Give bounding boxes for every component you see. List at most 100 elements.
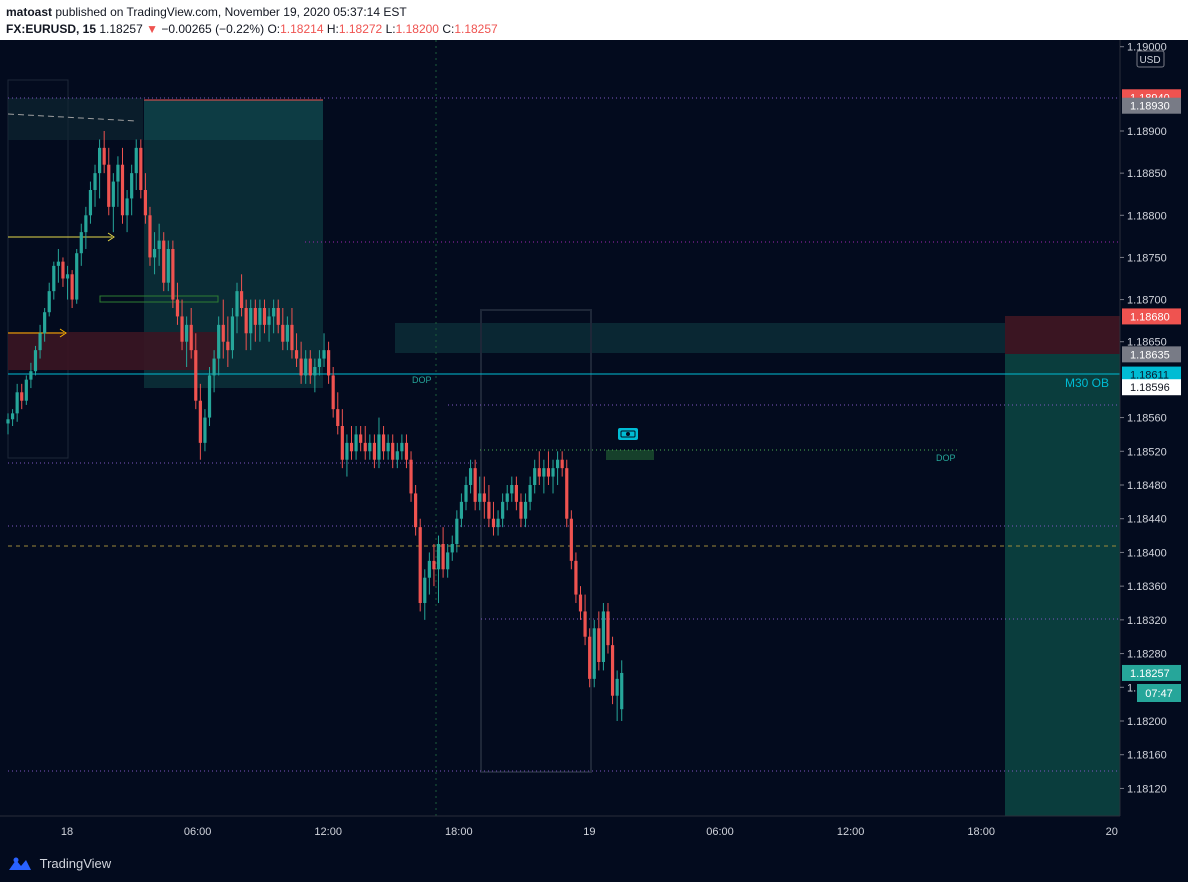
candle[interactable] xyxy=(198,383,202,460)
author-name[interactable]: matoast xyxy=(6,5,53,19)
candle[interactable] xyxy=(130,164,134,216)
candle[interactable] xyxy=(519,493,523,528)
candle[interactable] xyxy=(212,350,216,393)
candle[interactable] xyxy=(207,367,212,426)
candle[interactable] xyxy=(299,341,303,384)
m30-zone-band[interactable] xyxy=(395,323,1005,353)
candle[interactable] xyxy=(258,299,262,342)
candle[interactable] xyxy=(363,426,367,460)
small-green-box[interactable] xyxy=(99,295,219,303)
candle[interactable] xyxy=(239,274,244,317)
candle[interactable] xyxy=(455,510,459,553)
candle[interactable] xyxy=(391,434,395,469)
candle[interactable] xyxy=(359,426,363,452)
chart-area[interactable]: DOP DOP M30 OB 1.19000 1.18900 1.18850 1.18… xyxy=(0,40,1188,848)
candle[interactable] xyxy=(116,156,120,207)
candle[interactable] xyxy=(395,442,399,469)
candle[interactable] xyxy=(327,341,331,384)
order-block-zone-1-top[interactable] xyxy=(144,100,323,140)
candle[interactable] xyxy=(317,350,322,376)
tradingview-logo[interactable]: TradingView xyxy=(8,855,111,871)
candle[interactable] xyxy=(249,299,253,351)
candle[interactable] xyxy=(139,139,143,199)
candle[interactable] xyxy=(409,451,413,502)
candle[interactable] xyxy=(230,308,235,359)
candle[interactable] xyxy=(221,299,225,359)
dop-box[interactable] xyxy=(606,450,654,460)
candle[interactable] xyxy=(432,544,436,587)
candle[interactable] xyxy=(267,308,271,342)
candle[interactable] xyxy=(125,190,129,233)
range-box-middle[interactable] xyxy=(480,309,592,773)
candle[interactable] xyxy=(537,451,541,485)
candle[interactable] xyxy=(56,249,60,283)
candle[interactable] xyxy=(565,459,569,528)
candle[interactable] xyxy=(592,619,596,688)
candle[interactable] xyxy=(185,316,189,367)
candle[interactable] xyxy=(313,358,317,393)
candle[interactable] xyxy=(368,434,372,460)
candle[interactable] xyxy=(606,603,610,654)
m30-ob-label[interactable]: M30 OB xyxy=(1065,376,1109,390)
candle[interactable] xyxy=(510,476,514,502)
m30-ob-red-zone[interactable] xyxy=(1005,316,1120,354)
candle[interactable] xyxy=(578,586,583,620)
candles-layer[interactable] xyxy=(6,131,624,721)
price-chart[interactable]: DOP DOP M30 OB 1.190001.189001.188501.18… xyxy=(0,40,1188,848)
candle[interactable] xyxy=(496,510,500,536)
candle[interactable] xyxy=(175,282,180,325)
candle[interactable] xyxy=(61,257,65,287)
candle[interactable] xyxy=(487,485,491,528)
time-axis[interactable] xyxy=(0,816,1188,848)
candle[interactable] xyxy=(583,594,587,646)
candle[interactable] xyxy=(98,139,102,199)
dop-label-1[interactable]: DOP xyxy=(412,375,432,385)
candle[interactable] xyxy=(276,299,280,334)
candle[interactable] xyxy=(336,392,340,435)
candle[interactable] xyxy=(244,299,248,351)
candle[interactable] xyxy=(372,434,376,469)
candle[interactable] xyxy=(33,345,38,376)
candle[interactable] xyxy=(478,476,482,511)
candle[interactable] xyxy=(491,501,496,536)
candle[interactable] xyxy=(290,308,294,359)
candle[interactable] xyxy=(6,413,10,435)
candle[interactable] xyxy=(171,240,175,308)
candle[interactable] xyxy=(10,409,15,426)
supply-zone-top-left[interactable] xyxy=(8,98,143,140)
candle[interactable] xyxy=(70,270,74,308)
drawing-objects[interactable]: DOP DOP M30 OB xyxy=(7,40,1120,816)
candle[interactable] xyxy=(180,299,184,351)
candle[interactable] xyxy=(20,383,24,410)
candle[interactable] xyxy=(533,459,537,494)
candle[interactable] xyxy=(551,459,555,494)
candle[interactable] xyxy=(152,232,157,275)
candle[interactable] xyxy=(294,333,299,367)
candle[interactable] xyxy=(88,181,93,224)
dop-label-2[interactable]: DOP xyxy=(936,453,956,463)
candle[interactable] xyxy=(386,434,390,460)
candle[interactable] xyxy=(528,476,532,511)
candle[interactable] xyxy=(542,459,546,494)
candle[interactable] xyxy=(43,308,47,342)
candle[interactable] xyxy=(546,451,551,485)
candle[interactable] xyxy=(441,527,445,578)
candle[interactable] xyxy=(588,628,592,688)
dollar-note-icon[interactable] xyxy=(618,428,638,440)
candle[interactable] xyxy=(148,206,152,266)
candle[interactable] xyxy=(79,223,83,266)
candle[interactable] xyxy=(620,660,624,721)
candle[interactable] xyxy=(120,147,125,224)
candle[interactable] xyxy=(601,603,605,671)
candle[interactable] xyxy=(556,451,560,485)
candle[interactable] xyxy=(418,518,422,612)
candle[interactable] xyxy=(194,333,198,410)
candle[interactable] xyxy=(281,308,285,351)
candle[interactable] xyxy=(354,426,358,460)
candle[interactable] xyxy=(162,232,166,292)
candle[interactable] xyxy=(610,636,615,705)
candle[interactable] xyxy=(400,434,404,460)
m30-ob-green-zone[interactable] xyxy=(1005,354,1120,816)
candle[interactable] xyxy=(450,535,454,561)
candle[interactable] xyxy=(272,299,276,334)
